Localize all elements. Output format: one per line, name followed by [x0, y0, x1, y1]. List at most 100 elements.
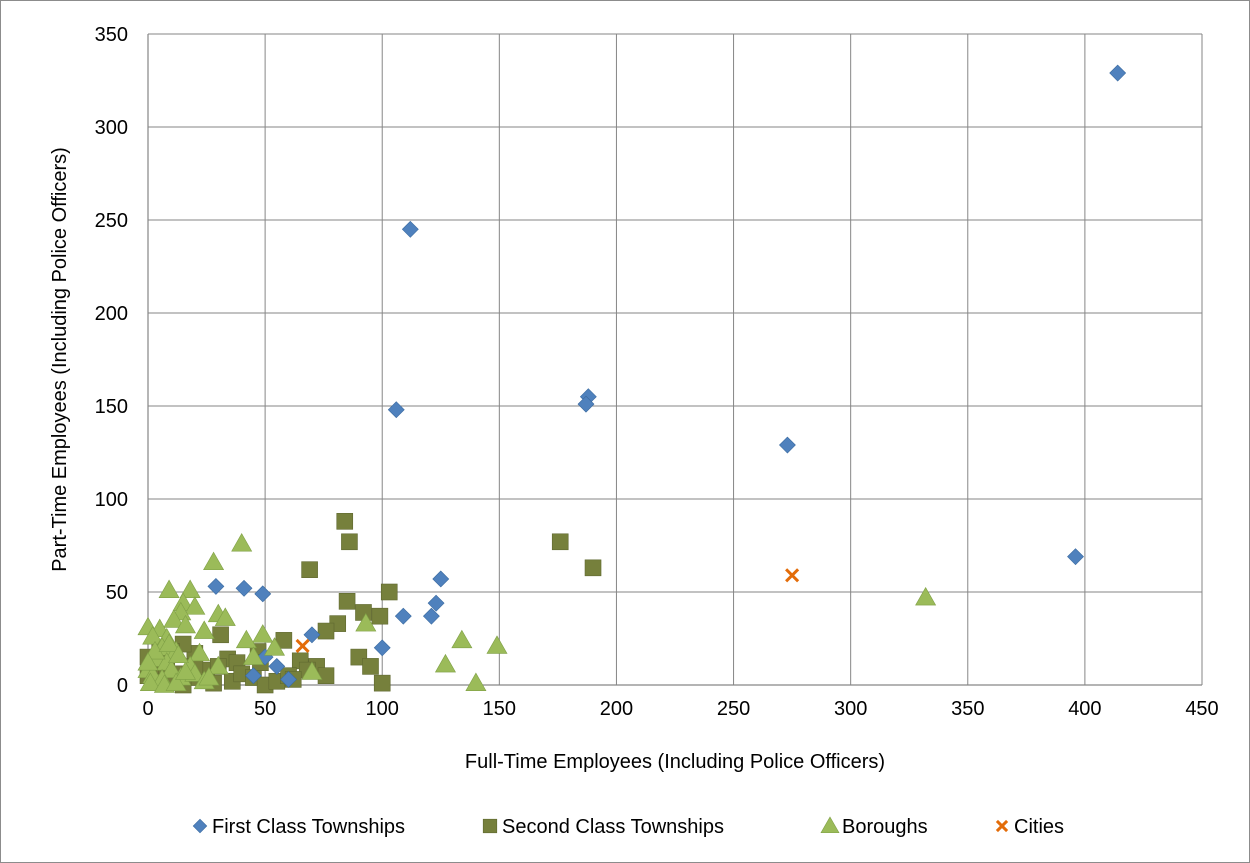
- point-boroughs: [355, 613, 377, 632]
- x-tick-label: 300: [834, 698, 867, 720]
- legend-item-cities: Cities: [995, 816, 1064, 838]
- y-tick-label: 300: [95, 117, 128, 139]
- legend-item-second-class-townships: Second Class Townships: [482, 816, 724, 838]
- x-tick-label: 200: [600, 698, 633, 720]
- x-tick-label: 50: [254, 698, 276, 720]
- point-first-class-townships: [1067, 548, 1084, 566]
- y-axis-title: Part-Time Employees (Including Police Of…: [49, 147, 71, 572]
- point-first-class-townships: [235, 579, 253, 597]
- point-first-class-townships: [432, 570, 450, 588]
- y-tick-label: 100: [95, 489, 128, 511]
- point-first-class-townships: [427, 594, 445, 612]
- point-boroughs: [165, 672, 187, 691]
- legend-marker-cities-stroke: [995, 819, 1009, 833]
- x-axis-title: Full-Time Employees (Including Police Of…: [465, 751, 885, 773]
- point-cities: [785, 568, 800, 583]
- point-boroughs: [174, 614, 196, 634]
- point-first-class-townships: [254, 585, 272, 603]
- point-cities-stroke: [295, 638, 310, 654]
- point-boroughs: [214, 607, 236, 626]
- x-tick-label: 350: [951, 698, 984, 720]
- legend-item-boroughs: Boroughs: [820, 816, 928, 838]
- y-tick-label: 150: [95, 396, 128, 418]
- point-first-class-townships: [207, 577, 225, 595]
- point-first-class-townships: [577, 395, 595, 413]
- point-second-class-townships: [338, 592, 356, 610]
- point-boroughs: [137, 652, 159, 671]
- legend-label-boroughs: Boroughs: [842, 816, 928, 838]
- point-second-class-townships: [362, 658, 379, 675]
- point-boroughs: [235, 629, 257, 649]
- point-first-class-townships: [280, 670, 297, 688]
- point-first-class-townships: [244, 667, 262, 685]
- y-tick-label: 350: [95, 24, 128, 46]
- x-tick-label: 0: [142, 698, 153, 720]
- point-first-class-townships: [387, 401, 405, 419]
- y-tick-label: 200: [95, 303, 128, 325]
- point-boroughs: [301, 661, 323, 680]
- point-first-class-townships: [401, 220, 419, 238]
- point-cities: [295, 638, 310, 654]
- point-second-class-townships: [373, 674, 391, 692]
- point-first-class-townships: [1109, 64, 1127, 82]
- point-second-class-townships: [584, 559, 602, 577]
- point-boroughs: [174, 661, 196, 680]
- point-boroughs: [193, 620, 215, 639]
- legend-label-second-class-townships: Second Class Townships: [502, 816, 724, 838]
- legend: First Class Townships Second Class Townsh…: [192, 816, 1064, 838]
- y-tick-label: 0: [117, 675, 128, 697]
- point-boroughs: [184, 596, 206, 615]
- point-first-class-townships: [422, 607, 440, 625]
- data-points: [137, 64, 1127, 694]
- legend-marker-cities: [995, 819, 1009, 833]
- point-boroughs: [263, 637, 285, 656]
- x-tick-label: 400: [1068, 698, 1101, 720]
- point-second-class-townships: [317, 622, 335, 640]
- x-tick-label: 150: [483, 698, 516, 720]
- x-tick-label: 450: [1185, 698, 1218, 720]
- point-boroughs: [179, 579, 201, 598]
- point-boroughs: [142, 626, 164, 645]
- point-boroughs: [486, 635, 508, 654]
- point-boroughs: [231, 533, 253, 552]
- grid-lines: [147, 33, 1203, 686]
- point-second-class-townships: [317, 667, 335, 685]
- point-second-class-townships: [212, 626, 229, 644]
- point-boroughs: [242, 646, 264, 665]
- point-boroughs: [203, 551, 225, 571]
- x-tick-label: 250: [717, 698, 750, 720]
- point-second-class-townships: [551, 533, 569, 551]
- legend-label-cities: Cities: [1014, 816, 1064, 838]
- legend-marker-first-class-townships: [192, 818, 208, 834]
- y-tick-label: 250: [95, 210, 128, 232]
- x-tick-label: 100: [366, 698, 399, 720]
- point-boroughs: [189, 642, 211, 662]
- point-boroughs: [252, 624, 274, 643]
- point-first-class-townships: [373, 639, 391, 657]
- point-second-class-townships: [336, 513, 354, 530]
- point-first-class-townships: [779, 436, 796, 454]
- point-first-class-townships: [394, 607, 412, 625]
- point-first-class-townships: [268, 657, 286, 675]
- point-boroughs: [207, 655, 229, 675]
- point-boroughs: [434, 653, 456, 673]
- point-cities-stroke: [785, 568, 800, 583]
- point-boroughs: [465, 672, 487, 691]
- point-boroughs: [167, 644, 189, 664]
- legend-marker-boroughs: [820, 816, 840, 834]
- point-first-class-townships: [303, 626, 321, 644]
- legend-marker-second-class-townships: [482, 818, 498, 834]
- axes: 0 50 100 150 200 250 300 350 400 450 0 50 100 150 200 2…: [95, 24, 1219, 720]
- point-boroughs: [158, 579, 180, 598]
- point-boroughs: [158, 633, 180, 652]
- point-boroughs: [451, 629, 473, 649]
- point-boroughs: [139, 672, 161, 691]
- point-second-class-townships: [301, 561, 318, 578]
- point-second-class-townships: [380, 583, 398, 601]
- point-second-class-townships: [371, 607, 389, 625]
- legend-label-first-class-townships: First Class Townships: [212, 816, 405, 838]
- y-tick-label: 50: [106, 582, 128, 604]
- point-boroughs: [163, 609, 185, 628]
